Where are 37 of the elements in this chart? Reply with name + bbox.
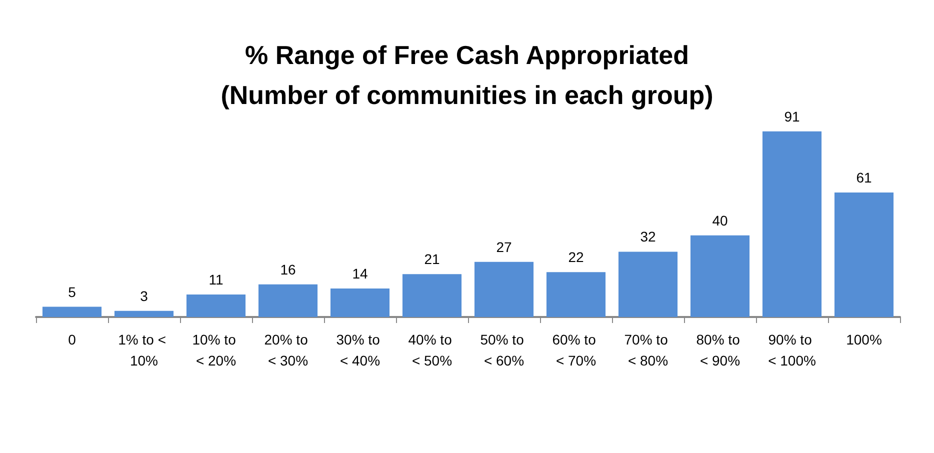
data-label: 16 bbox=[280, 261, 296, 278]
data-label: 21 bbox=[424, 251, 440, 268]
data-label: 22 bbox=[568, 249, 584, 266]
x-tick-label: 90% to < 100% bbox=[768, 332, 816, 368]
bar bbox=[258, 284, 318, 317]
bar bbox=[546, 272, 606, 317]
data-label: 11 bbox=[208, 272, 224, 288]
data-label: 3 bbox=[140, 288, 148, 304]
x-tick-label: 10% to < 20% bbox=[192, 332, 240, 368]
bar bbox=[330, 288, 390, 317]
bar bbox=[186, 294, 246, 317]
data-label: 5 bbox=[68, 284, 76, 300]
x-tick-label: 30% to < 40% bbox=[336, 332, 384, 368]
bar bbox=[618, 252, 678, 317]
x-tick-label: 50% to < 60% bbox=[480, 332, 528, 368]
data-label: 61 bbox=[856, 170, 872, 186]
data-label: 32 bbox=[640, 228, 656, 245]
x-tick-label: 80% to < 90% bbox=[696, 332, 744, 368]
bar bbox=[42, 306, 102, 317]
data-label: 91 bbox=[784, 108, 800, 124]
bar bbox=[114, 310, 174, 317]
bar bbox=[834, 192, 894, 317]
bar bbox=[402, 274, 462, 317]
bar bbox=[474, 262, 534, 317]
x-tick-label: 0 bbox=[68, 332, 76, 348]
x-tick-label: 40% to < 50% bbox=[408, 332, 456, 368]
chart-title: % Range of Free Cash Appropriated (Number of communities in each group) bbox=[220, 40, 714, 110]
data-label: 14 bbox=[352, 265, 368, 282]
bar bbox=[762, 131, 822, 317]
x-tick-label: 60% to < 70% bbox=[552, 332, 600, 368]
x-tick-label: 20% to < 30% bbox=[264, 332, 312, 368]
x-tick-label: 70% to < 80% bbox=[624, 332, 672, 368]
bar bbox=[690, 235, 750, 317]
x-tick-label: 100% bbox=[846, 332, 882, 348]
data-label: 27 bbox=[496, 238, 512, 255]
x-tick-label: 1% to < 10% bbox=[118, 332, 170, 368]
data-label: 40 bbox=[712, 212, 728, 228]
